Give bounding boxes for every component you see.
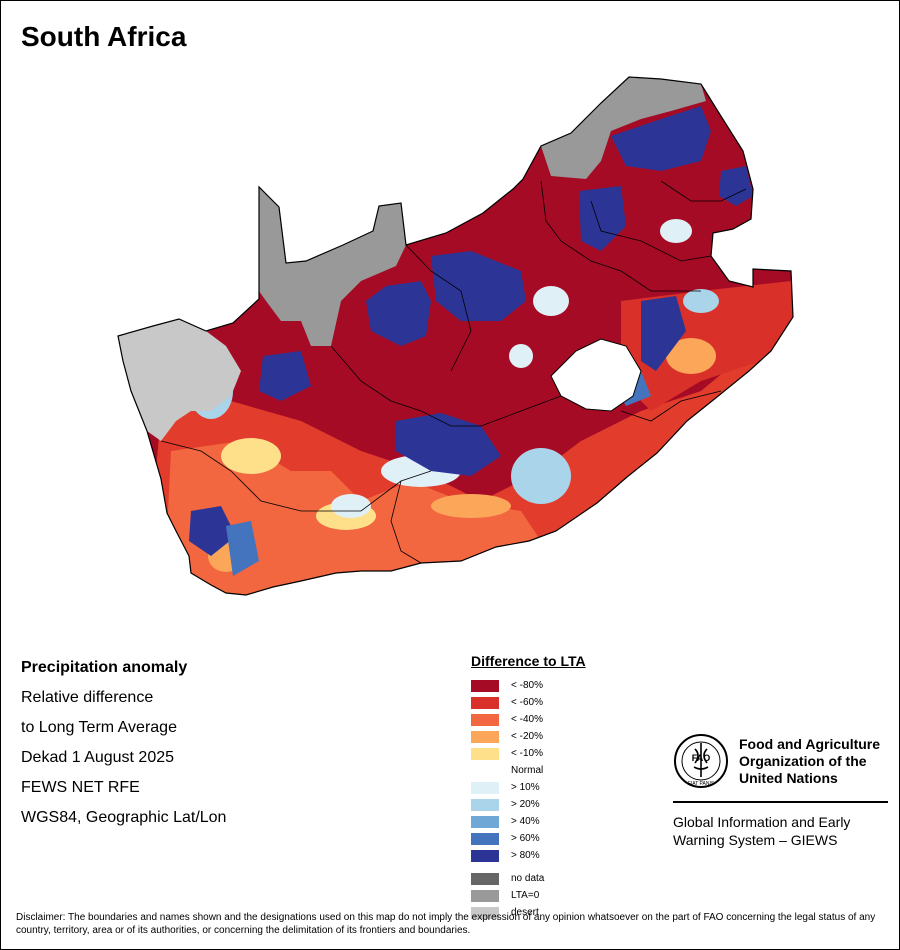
disclaimer: Disclaimer: The boundaries and names sho… xyxy=(16,912,876,936)
giews-line: Warning System – GIEWS xyxy=(673,832,838,848)
legend-label: Normal xyxy=(511,765,544,776)
legend-item: > 80% xyxy=(471,847,586,864)
surplus-patch xyxy=(611,106,711,171)
legend-title: Difference to LTA xyxy=(471,653,586,669)
legend-swatch xyxy=(471,680,499,692)
info-line: to Long Term Average xyxy=(21,719,177,736)
legend-item: > 40% xyxy=(471,813,586,830)
legend-item: < -10% xyxy=(471,745,586,762)
lta-zero-zone xyxy=(259,187,406,346)
anomaly-patch xyxy=(683,289,719,313)
legend-label: > 10% xyxy=(511,782,540,793)
anomaly-patch xyxy=(509,344,533,368)
legend-swatch xyxy=(471,816,499,828)
giews-line: Global Information and Early xyxy=(673,814,851,830)
legend-label: < -20% xyxy=(511,731,543,742)
legend-label: no data xyxy=(511,873,545,884)
lesotho-enclave xyxy=(550,338,642,412)
anomaly-patch xyxy=(660,219,692,243)
legend-item: < -60% xyxy=(471,694,586,711)
legend-item: desert xyxy=(471,904,586,921)
legend-label: < -80% xyxy=(511,680,543,691)
surplus-patch xyxy=(641,296,686,371)
legend-label: < -60% xyxy=(511,697,543,708)
legend-item: < -40% xyxy=(471,711,586,728)
fao-name-line: Organization of the xyxy=(739,753,867,769)
legend-label: > 60% xyxy=(511,833,540,844)
legend-item: > 60% xyxy=(471,830,586,847)
surplus-patch xyxy=(719,166,753,206)
legend-label: > 40% xyxy=(511,816,540,827)
legend-swatch xyxy=(471,890,499,902)
legend-label: < -10% xyxy=(511,748,543,759)
legend-swatch xyxy=(471,907,499,919)
anomaly-patch xyxy=(533,286,569,316)
surplus-patch xyxy=(396,413,501,476)
info-projection: WGS84, Geographic Lat/Lon xyxy=(21,809,227,826)
legend-label: > 20% xyxy=(511,799,540,810)
surplus-patch xyxy=(366,281,431,346)
legend-swatch xyxy=(471,765,499,777)
fao-name-line: United Nations xyxy=(739,770,838,786)
fao-name: Food and Agriculture Organization of the… xyxy=(739,736,899,787)
info-layer-title: Precipitation anomaly xyxy=(21,659,188,676)
legend-swatch xyxy=(471,799,499,811)
legend-extra: no data LTA=0 desert xyxy=(471,870,586,921)
legend-label: > 80% xyxy=(511,850,540,861)
legend-item: LTA=0 xyxy=(471,887,586,904)
map-info-block: Precipitation anomaly Relative differenc… xyxy=(21,657,226,837)
desert-zone xyxy=(118,319,241,441)
province-boundaries xyxy=(160,180,747,564)
legend-swatch xyxy=(471,731,499,743)
anomaly-patch xyxy=(221,438,281,474)
legend-swatch xyxy=(471,782,499,794)
legend-item: < -20% xyxy=(471,728,586,745)
legend: Difference to LTA < -80% < -60% < -40% < -2… xyxy=(471,653,586,921)
legend-item: > 20% xyxy=(471,796,586,813)
surplus-patch xyxy=(431,251,526,321)
fao-emblem-text: FAO xyxy=(692,753,711,763)
legend-label: < -40% xyxy=(511,714,543,725)
map-title: South Africa xyxy=(21,21,187,52)
legend-swatch xyxy=(471,873,499,885)
info-line: Relative difference xyxy=(21,689,154,706)
legend-item: Normal xyxy=(471,762,586,779)
legend-label: LTA=0 xyxy=(511,890,540,901)
legend-item: < -80% xyxy=(471,677,586,694)
fao-emblem-icon: FAO FIAT PANIS xyxy=(674,734,728,788)
legend-item: > 10% xyxy=(471,779,586,796)
info-date: Dekad 1 August 2025 xyxy=(21,749,175,766)
legend-swatch xyxy=(471,748,499,760)
legend-classes: < -80% < -60% < -40% < -20% < -10% Normal > 10… xyxy=(471,677,586,864)
surplus-patch xyxy=(226,521,259,576)
giews-name: Global Information and Early Warning Sys… xyxy=(673,813,893,849)
anomaly-patch xyxy=(511,448,571,504)
legend-swatch xyxy=(471,833,499,845)
legend-label: desert xyxy=(511,907,539,918)
info-source: FEWS NET RFE xyxy=(21,779,140,796)
surplus-patch xyxy=(259,351,311,401)
legend-swatch xyxy=(471,714,499,726)
legend-swatch xyxy=(471,697,499,709)
legend-item: no data xyxy=(471,870,586,887)
anomaly-patch xyxy=(431,494,511,518)
fao-name-line: Food and Agriculture xyxy=(739,736,881,752)
surplus-patch xyxy=(579,186,626,251)
legend-swatch xyxy=(471,850,499,862)
anomaly-patch xyxy=(331,494,371,518)
country-boundary xyxy=(117,76,794,596)
lta-zero-zone xyxy=(541,77,706,179)
surplus-patch xyxy=(189,506,236,556)
fao-divider xyxy=(673,801,888,803)
anomaly-patch xyxy=(666,338,716,374)
fao-emblem-motto: FIAT PANIS xyxy=(688,781,715,787)
